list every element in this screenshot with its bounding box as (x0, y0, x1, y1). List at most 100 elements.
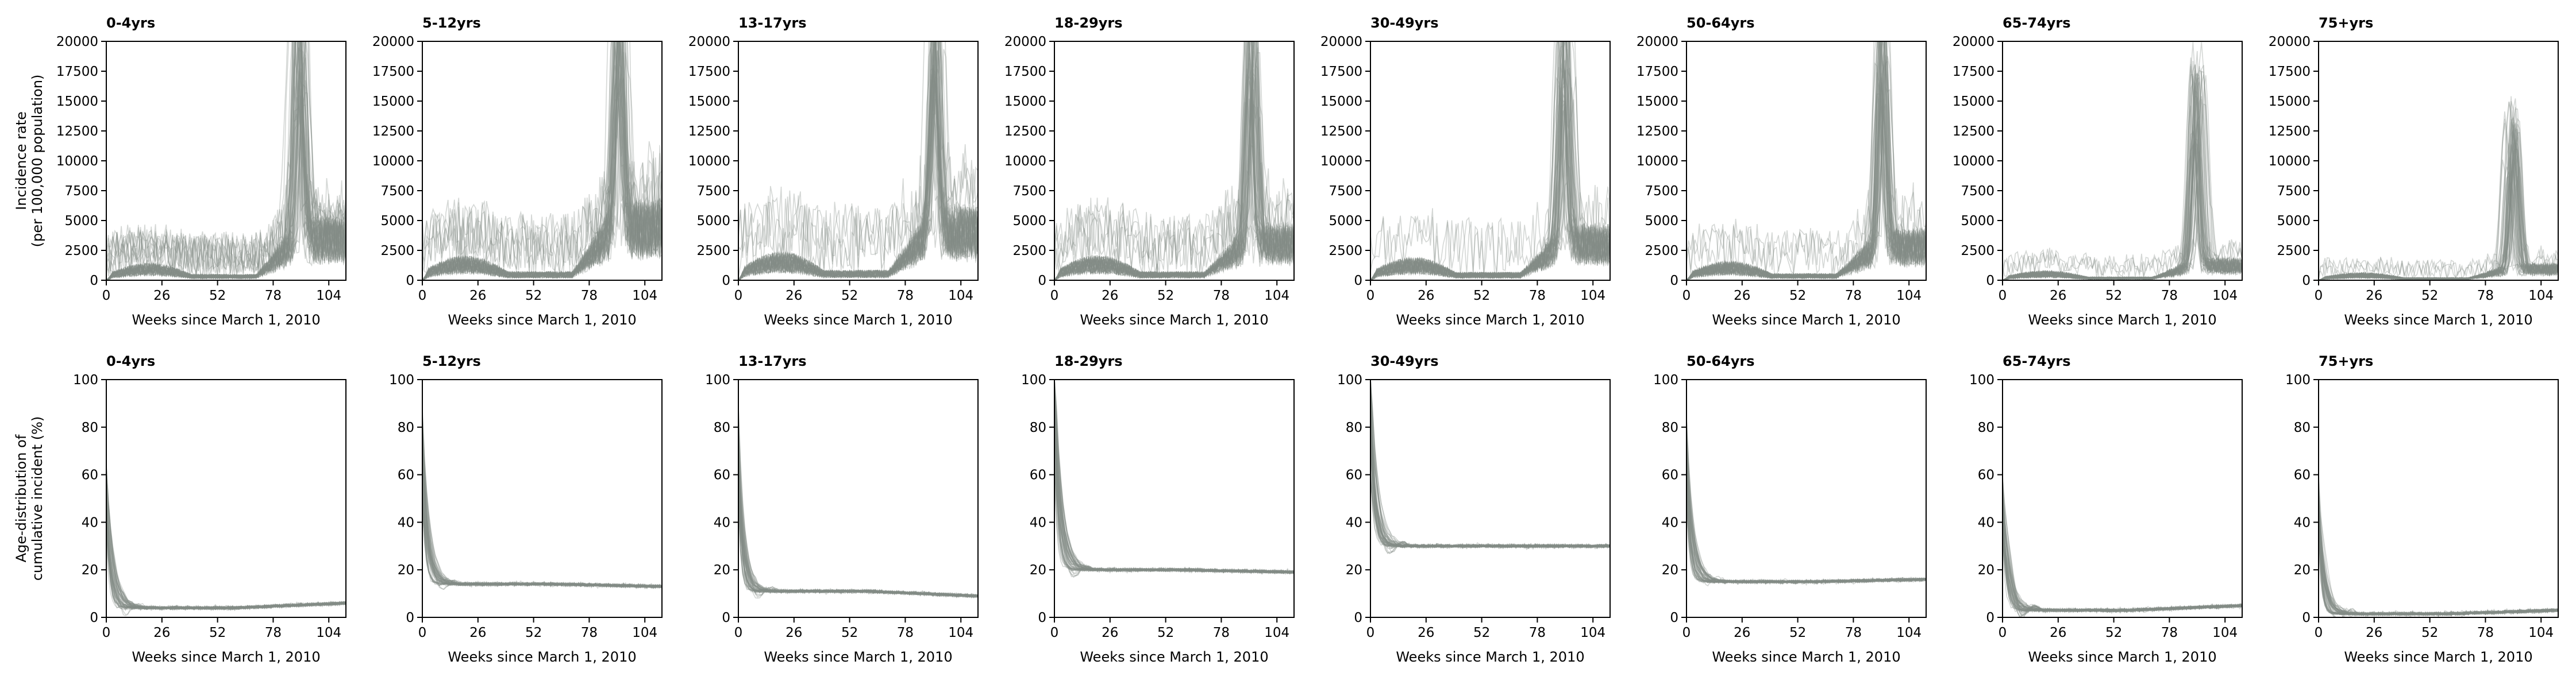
x-tick-label: 104 (948, 625, 973, 640)
series-line (106, 41, 346, 280)
series-line (738, 41, 978, 280)
series-line (1686, 494, 1926, 586)
series-line (1686, 41, 1926, 279)
series-line (1370, 451, 1610, 548)
x-tick-label: 104 (2528, 625, 2554, 640)
series-line (1054, 414, 1294, 574)
series-lines (1370, 380, 1610, 554)
series-line (1370, 478, 1610, 549)
series-line (106, 72, 346, 280)
y-tick-label: 60 (1346, 468, 1362, 483)
series-line (738, 49, 978, 280)
series-line (2319, 170, 2558, 280)
series-line (422, 473, 662, 588)
series-line (106, 500, 346, 610)
series-line (1686, 449, 1926, 585)
row-label-distribution: Age-distribution ofcumulative incident (… (13, 416, 45, 581)
series-line (1686, 63, 1926, 280)
series-line (738, 406, 978, 597)
series-line (106, 507, 346, 610)
series-line (422, 79, 662, 280)
series-line (1370, 41, 1610, 280)
series-line (2003, 511, 2242, 613)
series-line (106, 522, 346, 610)
series-line (2319, 133, 2558, 280)
series-line (738, 41, 978, 280)
series-line (422, 468, 662, 589)
series-line (2003, 500, 2242, 613)
series-line (422, 52, 662, 280)
series-line (2003, 96, 2242, 280)
y-tick-label: 80 (714, 420, 730, 435)
series-line (2319, 138, 2558, 280)
series-line (738, 44, 978, 280)
series-line (422, 456, 662, 588)
series-line (1686, 41, 1926, 280)
x-tick-label: 26 (469, 625, 486, 640)
series-line (738, 41, 978, 280)
series-line (2003, 82, 2242, 280)
series-line (422, 503, 662, 588)
series-line (106, 508, 346, 612)
series-line (738, 488, 978, 598)
series-line (422, 41, 662, 280)
series-line (1054, 41, 1294, 275)
series-line (1686, 41, 1926, 280)
series-line (738, 71, 978, 280)
series-line (1054, 80, 1294, 280)
series-line (2319, 530, 2558, 617)
y-tick-label: 20 (82, 563, 98, 578)
series-line (738, 492, 978, 598)
series-line (738, 50, 978, 280)
y-tick-label: 17500 (372, 64, 414, 79)
series-line (1686, 41, 1926, 280)
series-line (1686, 41, 1926, 280)
series-line (1054, 380, 1294, 573)
series-line (1370, 380, 1610, 548)
series-line (738, 41, 978, 280)
series-line (106, 509, 346, 610)
series-line (422, 412, 662, 589)
series-line (738, 41, 978, 279)
series-line (1686, 99, 1926, 280)
series-line (1370, 41, 1610, 280)
series-line (2319, 167, 2558, 280)
series-line (738, 486, 978, 597)
series-line (1370, 433, 1610, 549)
y-tick-label: 20 (2294, 563, 2311, 578)
series-line (1686, 106, 1926, 280)
series-line (738, 74, 978, 280)
y-tick-label: 10000 (56, 154, 98, 169)
series-line (738, 41, 978, 280)
series-line (422, 413, 662, 589)
series-line (2319, 501, 2558, 616)
series-line (1054, 69, 1294, 280)
series-line (1054, 41, 1294, 280)
series-line (2003, 74, 2242, 280)
series-line (422, 41, 662, 280)
series-line (106, 519, 346, 610)
series-line (2003, 124, 2242, 280)
series-line (1054, 41, 1294, 280)
series-line (1370, 436, 1610, 548)
series-line (422, 408, 662, 589)
series-line (1054, 380, 1294, 575)
series-line (106, 522, 346, 612)
x-axis-label: Weeks since March 1, 2010 (448, 649, 636, 665)
x-tick-label: 78 (2161, 288, 2178, 303)
series-line (1686, 44, 1926, 280)
y-tick-label: 15000 (1953, 94, 1994, 109)
series-line (106, 41, 346, 280)
series-line (2003, 513, 2242, 613)
series-line (106, 80, 346, 280)
y-tick-label: 20000 (56, 34, 98, 49)
series-line (1686, 509, 1926, 585)
panel-title: 75+yrs (2319, 353, 2373, 369)
series-line (2319, 493, 2558, 616)
series-line (106, 41, 346, 277)
x-tick-label: 0 (1050, 625, 1059, 640)
y-tick-label: 7500 (64, 184, 98, 199)
y-tick-label: 40 (2294, 515, 2311, 530)
y-tick-label: 40 (1346, 515, 1362, 530)
series-line (106, 492, 346, 611)
